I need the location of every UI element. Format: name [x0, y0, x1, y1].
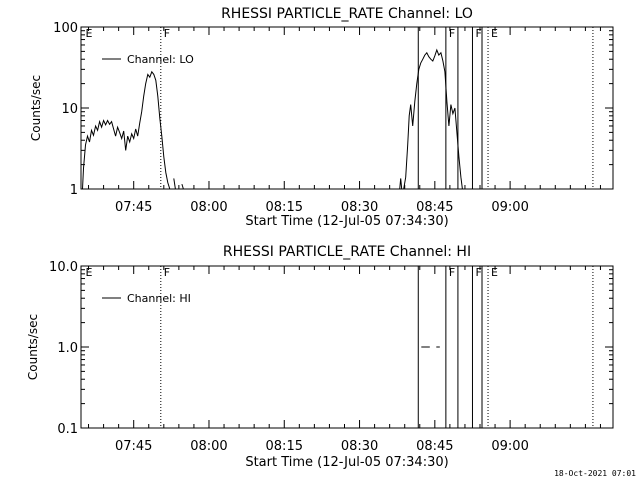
x-tick-label: 07:45 — [115, 439, 152, 454]
y-tick-label: 100 — [53, 21, 78, 36]
marker-label: F — [475, 27, 481, 40]
panel-hi-ylabel: Counts/sec — [26, 314, 40, 380]
x-tick-label: 07:45 — [115, 200, 152, 215]
x-tick-label: 09:00 — [491, 439, 528, 454]
y-tick-label: 10 — [61, 102, 78, 117]
panel-lo-frame — [80, 26, 614, 190]
marker-label: F — [449, 266, 455, 279]
panel-hi-title: RHESSI PARTICLE_RATE Channel: HI — [223, 244, 471, 260]
y-tick-label: 10.0 — [49, 260, 78, 275]
panel-lo-legend: Channel: LO — [102, 53, 194, 66]
panel-hi-frame — [80, 265, 614, 429]
marker-label: F — [164, 27, 170, 40]
panel-lo-xlabel: Start Time (12-Jul-05 07:34:30) — [245, 214, 448, 229]
x-tick-label: 08:15 — [266, 439, 303, 454]
series-line — [181, 183, 184, 190]
x-tick-label: 08:30 — [341, 200, 378, 215]
marker-label: E — [86, 27, 93, 40]
marker-label: E — [491, 27, 498, 40]
y-tick-label: 0.1 — [57, 422, 78, 437]
x-tick-label: 08:45 — [416, 439, 453, 454]
series-line — [173, 178, 176, 190]
marker-label: F — [164, 266, 170, 279]
x-tick-label: 08:15 — [266, 200, 303, 215]
panel-lo-title: RHESSI PARTICLE_RATE Channel: LO — [221, 6, 473, 22]
marker-label: F — [449, 27, 455, 40]
y-tick-label: 1.0 — [57, 341, 78, 356]
x-tick-label: 08:00 — [190, 439, 227, 454]
panel-hi-legend: Channel: HI — [102, 292, 191, 305]
panel-lo-ylabel: Counts/sec — [29, 75, 43, 141]
x-tick-label: 08:30 — [341, 439, 378, 454]
marker-label: E — [86, 266, 93, 279]
y-tick-label: 1 — [70, 183, 78, 198]
x-tick-label: 08:00 — [190, 200, 227, 215]
legend-label-hi: Channel: HI — [127, 292, 191, 305]
series-line — [399, 48, 463, 190]
panel-lo: RHESSI PARTICLE_RATE Channel: LO Counts/… — [29, 6, 614, 229]
x-tick-label: 09:00 — [491, 200, 528, 215]
panel-hi: RHESSI PARTICLE_RATE Channel: HI Counts/… — [26, 244, 614, 470]
panel-hi-xlabel: Start Time (12-Jul-05 07:34:30) — [245, 455, 448, 470]
x-tick-label: 08:45 — [416, 200, 453, 215]
marker-label: E — [491, 266, 498, 279]
footer-timestamp: 18-Oct-2021 07:01 — [554, 469, 636, 478]
legend-label-lo: Channel: LO — [127, 53, 194, 66]
marker-label: F — [475, 266, 481, 279]
series-line — [82, 70, 171, 190]
